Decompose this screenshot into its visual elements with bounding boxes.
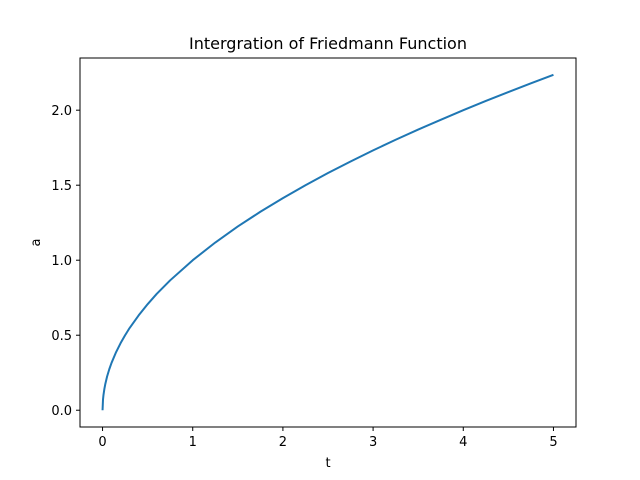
chart-title: Intergration of Friedmann Function — [189, 34, 467, 53]
x-tick-label: 2 — [279, 435, 287, 450]
y-tick-label: 0.5 — [51, 329, 72, 344]
x-axis: 0 1 2 3 4 5 — [98, 427, 558, 450]
y-tick-label: 0.0 — [51, 404, 72, 419]
x-tick-label: 0 — [98, 435, 106, 450]
x-tick-label: 5 — [549, 435, 557, 450]
y-tick-label: 1.5 — [51, 179, 72, 194]
plot-area — [101, 73, 554, 411]
x-tick-label: 4 — [459, 435, 467, 450]
x-tick-label: 1 — [189, 435, 197, 450]
series-line-0 — [101, 73, 554, 411]
y-axis-label: a — [29, 239, 44, 247]
x-axis-label: t — [325, 456, 330, 471]
y-axis: 0.0 0.5 1.0 1.5 2.0 — [51, 104, 80, 419]
y-tick-label: 1.0 — [51, 254, 72, 269]
axes-frame — [79, 57, 577, 428]
y-tick-label: 2.0 — [51, 104, 72, 119]
x-tick-label: 3 — [369, 435, 377, 450]
